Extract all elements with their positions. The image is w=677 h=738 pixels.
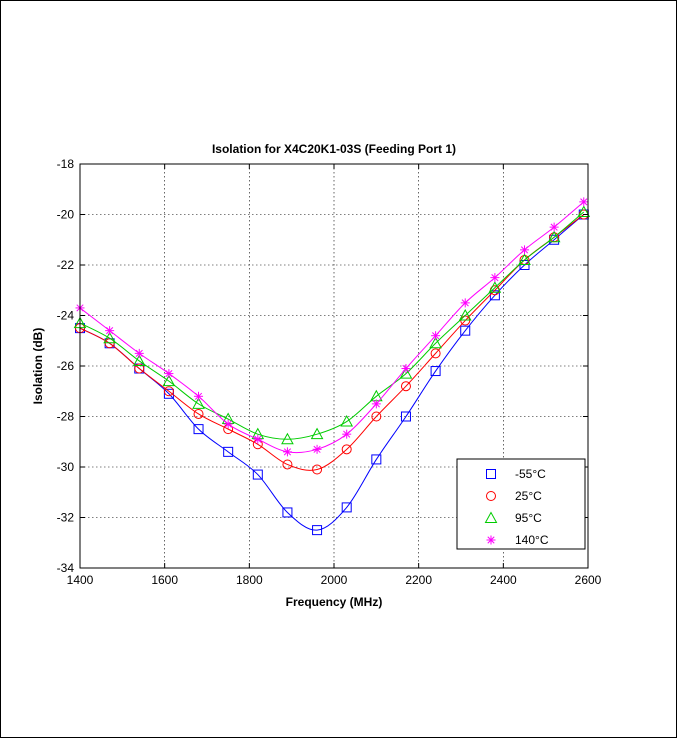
data-point-marker	[401, 364, 411, 374]
data-point-marker	[105, 326, 115, 336]
data-point-marker	[282, 447, 292, 457]
data-point-marker	[399, 367, 413, 379]
data-point-marker	[431, 331, 441, 341]
x-tick-label: 2000	[321, 573, 348, 587]
y-tick-label: -24	[57, 309, 75, 323]
data-point-marker	[194, 391, 204, 401]
data-point-marker	[429, 336, 442, 349]
y-tick-label: -32	[57, 511, 75, 525]
legend-marker	[486, 491, 496, 501]
legend-box	[456, 458, 586, 550]
data-point-marker	[400, 381, 411, 392]
data-point-marker	[281, 432, 294, 445]
series-layer	[73, 197, 591, 536]
data-point-marker	[223, 446, 234, 457]
data-point-marker	[312, 525, 323, 536]
data-point-marker	[132, 354, 146, 366]
data-point-marker	[312, 444, 322, 454]
data-point-marker	[134, 348, 144, 358]
data-point-marker	[371, 454, 382, 465]
data-point-marker	[193, 424, 204, 435]
y-tick-label: -28	[57, 410, 75, 424]
legend-label: 25°C	[515, 489, 542, 503]
data-point-marker	[164, 369, 174, 379]
data-point-marker	[460, 298, 470, 308]
data-point-marker	[253, 434, 263, 444]
x-tick-label: 2600	[575, 573, 602, 587]
data-point-marker	[371, 399, 381, 409]
data-point-marker	[577, 205, 591, 217]
legend-label: -55°C	[515, 467, 546, 481]
data-point-marker	[192, 397, 205, 409]
legend-marker	[486, 535, 496, 545]
data-point-marker	[341, 444, 352, 455]
data-point-marker	[282, 459, 293, 470]
y-tick-label: -30	[57, 460, 75, 474]
series-3	[73, 205, 591, 445]
data-point-marker	[520, 245, 529, 255]
data-point-marker	[518, 253, 531, 265]
x-tick-label: 2400	[490, 573, 517, 587]
data-point-marker	[103, 331, 116, 344]
data-point-marker	[134, 363, 145, 374]
y-tick-label: -26	[57, 359, 75, 373]
x-tick-label: 1400	[67, 573, 94, 587]
data-point-marker	[488, 281, 502, 293]
data-point-marker	[163, 386, 174, 397]
data-point-marker	[430, 348, 441, 359]
data-point-marker	[549, 222, 559, 232]
tick-layer: 1400 1600 1800 2000 2200 2400 2600 -34 -32 -30 -28…	[57, 157, 602, 587]
x-tick-label: 1600	[151, 573, 178, 587]
data-point-marker	[490, 273, 500, 283]
data-point-marker	[163, 388, 174, 399]
legend-marker	[486, 469, 496, 479]
data-point-marker	[458, 308, 472, 321]
legend: -55°C 25°C 95°C 140°C	[456, 458, 586, 550]
data-point-marker	[223, 419, 233, 429]
y-tick-label: -22	[57, 258, 75, 272]
legend-label: 95°C	[515, 511, 542, 525]
y-tick-label: -34	[57, 561, 75, 575]
x-tick-label: 2200	[405, 573, 432, 587]
y-axis-label: Isolation (dB)	[31, 328, 45, 405]
data-point-marker	[400, 411, 411, 422]
data-point-marker	[162, 374, 176, 387]
data-point-marker	[579, 197, 589, 207]
data-point-marker	[282, 507, 293, 518]
x-axis-label: Frequency (MHz)	[286, 595, 383, 609]
legend-marker	[484, 511, 498, 523]
data-point-marker	[340, 415, 354, 427]
data-point-marker	[193, 408, 204, 419]
legend-label: 140°C	[515, 533, 549, 547]
data-point-marker	[430, 366, 441, 377]
data-point-marker	[312, 464, 323, 475]
data-point-marker	[371, 411, 382, 422]
y-tick-label: -18	[57, 157, 75, 171]
x-tick-label: 1800	[236, 573, 263, 587]
data-point-marker	[310, 427, 324, 440]
chart-title: Isolation for X4C20K1-03S (Feeding Port …	[212, 142, 456, 156]
data-point-marker	[460, 325, 471, 336]
data-point-marker	[341, 502, 352, 513]
series-4	[75, 197, 589, 457]
data-point-marker	[547, 230, 561, 243]
data-point-marker	[252, 469, 263, 480]
data-point-marker	[342, 429, 352, 439]
y-tick-label: -20	[57, 208, 75, 222]
